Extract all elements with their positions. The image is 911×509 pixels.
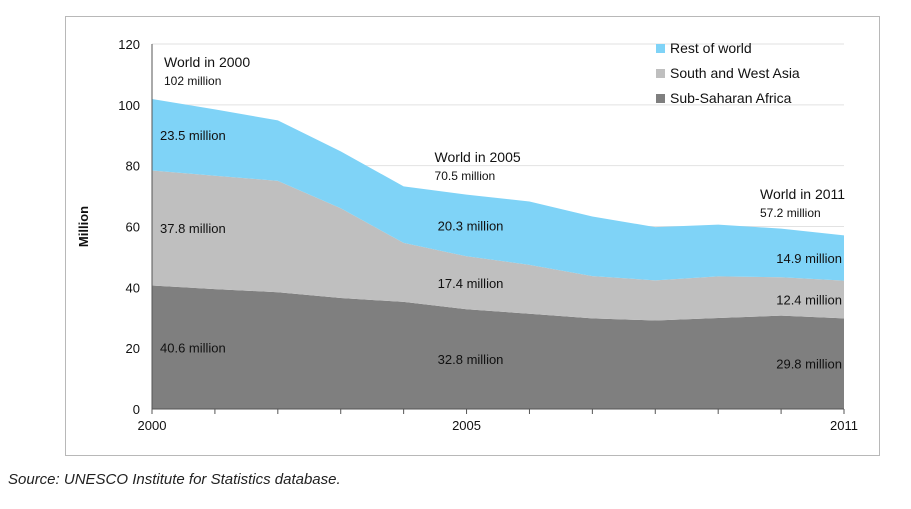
segment-label: 37.8 million xyxy=(160,221,226,236)
segment-label: 17.4 million xyxy=(438,276,504,291)
legend-label-south-and-west-asia: South and West Asia xyxy=(670,65,800,81)
annotation-value: 57.2 million xyxy=(760,206,821,220)
y-tick-label: 80 xyxy=(126,159,140,174)
segment-label: 14.9 million xyxy=(776,251,842,266)
source-note: Source: UNESCO Institute for Statistics … xyxy=(8,471,341,488)
annotation-title: World in 2005 xyxy=(435,149,521,165)
segment-label: 12.4 million xyxy=(776,293,842,308)
annotation-value: 70.5 million xyxy=(435,169,496,183)
area-south-and-west-asia xyxy=(152,170,844,321)
y-tick-label: 40 xyxy=(126,280,140,295)
segment-label: 23.5 million xyxy=(160,128,226,143)
legend-label-sub-saharan-africa: Sub-Saharan Africa xyxy=(670,90,792,106)
x-tick-label: 2011 xyxy=(830,418,858,433)
area-sub-saharan-africa xyxy=(152,285,844,409)
annotation-title: World in 2000 xyxy=(164,54,250,70)
legend-swatch-rest-of-world xyxy=(656,44,665,53)
y-tick-label: 120 xyxy=(118,37,140,52)
y-tick-label: 60 xyxy=(126,220,140,235)
y-tick-label: 0 xyxy=(133,402,140,417)
annotation-title: World in 2011 xyxy=(760,186,845,202)
legend-swatch-south-and-west-asia xyxy=(656,69,665,78)
segment-label: 40.6 million xyxy=(160,340,226,355)
x-tick-label: 2000 xyxy=(138,418,167,433)
legend-label-rest-of-world: Rest of world xyxy=(670,40,752,56)
y-tick-label: 100 xyxy=(118,98,140,113)
segment-label: 29.8 million xyxy=(776,357,842,372)
annotation-value: 102 million xyxy=(164,74,221,88)
segment-label: 32.8 million xyxy=(438,352,504,367)
chart-frame: 0 20 40 60 80 100 120 2000 2005 2011 Million 40.6 … xyxy=(65,16,880,456)
y-axis-title: Million xyxy=(76,206,91,247)
stacked-area-chart: 0 20 40 60 80 100 120 2000 2005 2011 Million 40.6 … xyxy=(76,37,858,433)
x-tick-label: 2005 xyxy=(452,418,481,433)
legend-swatch-sub-saharan-africa xyxy=(656,94,665,103)
segment-label: 20.3 million xyxy=(438,218,504,233)
y-tick-label: 20 xyxy=(126,341,140,356)
area-rest-of-world xyxy=(152,99,844,281)
